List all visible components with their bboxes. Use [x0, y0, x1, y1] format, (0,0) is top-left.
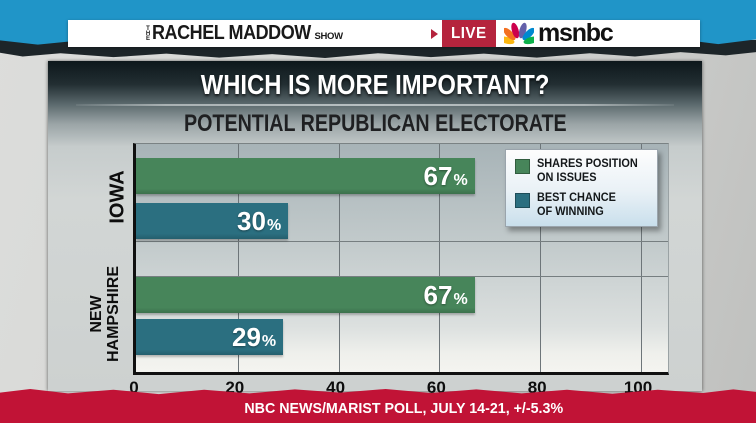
- live-indicator-triangle: [431, 29, 438, 39]
- legend-swatch: [515, 193, 530, 209]
- plot-area: 67% 30% 67% 29%: [133, 143, 669, 375]
- source-text: NBC NEWS/MARIST POLL, JULY 14-21, +/-5.3…: [244, 400, 564, 417]
- live-label: LIVE: [451, 24, 487, 42]
- bar-value-label: 67%: [423, 160, 468, 191]
- bar-value-label: 67%: [423, 279, 468, 310]
- bar-value-label: 29%: [232, 321, 277, 352]
- bar-iowa-1: 67%: [136, 158, 475, 194]
- bottom-banner: NBC NEWS/MARIST POLL, JULY 14-21, +/-5.3…: [0, 388, 756, 423]
- live-badge: LIVE: [442, 20, 496, 47]
- chart-title: WHICH IS MORE IMPORTANT?: [200, 69, 550, 100]
- gridline-v: [641, 144, 642, 372]
- x-tick-label: 0: [129, 378, 139, 397]
- header-strip: THE RACHEL MADDOW SHOW LIVE msnbc: [68, 19, 700, 47]
- gridline-v: [540, 144, 542, 372]
- maddow-show-logo: THE RACHEL MADDOW SHOW: [145, 22, 343, 44]
- bar-value-label: 30%: [237, 205, 282, 236]
- logo-name: RACHEL MADDOW: [152, 22, 311, 44]
- gridline-h: [136, 241, 668, 242]
- legend-label: BEST CHANCE OF WINNING: [537, 192, 616, 218]
- bar-new-hampshire-2: 29%: [136, 319, 284, 355]
- logo-the: THE: [145, 26, 151, 41]
- chart-subtitle: POTENTIAL REPUBLICAN ELECTORATE: [183, 110, 567, 137]
- legend-swatch: [515, 159, 530, 174]
- msnbc-wordmark: msnbc: [538, 19, 614, 47]
- gridline-v: [439, 144, 441, 372]
- gridline-v: [338, 144, 340, 372]
- logo-show: SHOW: [314, 31, 343, 42]
- legend-item: SHARES POSITION ON ISSUES: [515, 158, 649, 185]
- bar-iowa-2: 30%: [136, 203, 289, 239]
- title-divider: [76, 104, 674, 106]
- legend-label: SHARES POSITION ON ISSUES: [537, 158, 638, 184]
- nbc-peacock-icon: [504, 22, 534, 45]
- chart-panel: WHICH IS MORE IMPORTANT? POTENTIAL REPUB…: [48, 61, 702, 397]
- bar-new-hampshire-1: 67%: [136, 277, 475, 313]
- legend-item: BEST CHANCE OF WINNING: [515, 192, 649, 219]
- gridline-h: [136, 276, 668, 277]
- legend: SHARES POSITION ON ISSUES BEST CHANCE OF WI…: [505, 149, 658, 228]
- gridline-v: [237, 144, 239, 372]
